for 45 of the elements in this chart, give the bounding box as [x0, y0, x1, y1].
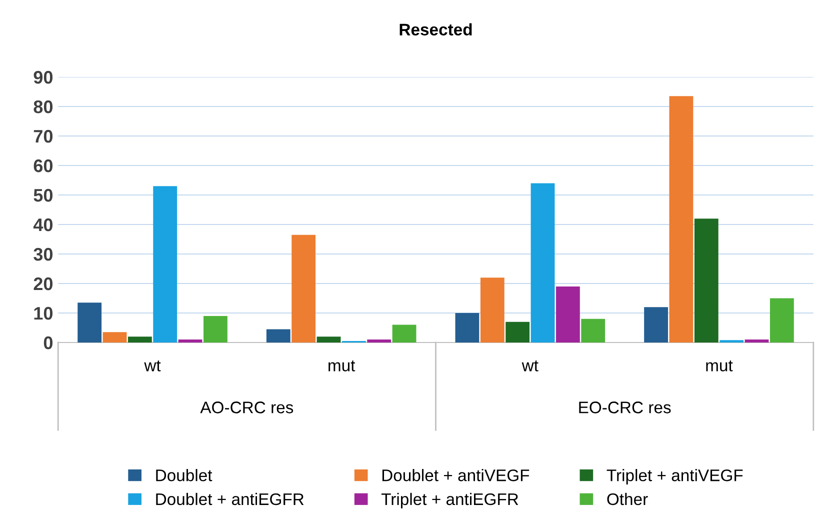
bar: [506, 322, 530, 342]
bar: [392, 324, 416, 342]
legend-label: Triplet + antiEGFR: [381, 492, 518, 508]
y-tick-label: 40: [33, 218, 52, 232]
x-tick-label: mut: [328, 360, 356, 372]
bar: [669, 96, 694, 342]
y-tick-label: 10: [34, 306, 52, 320]
y-tick-label: 20: [34, 277, 52, 290]
y-tick-label: 90: [34, 70, 52, 84]
chart-title: Resected: [400, 23, 472, 36]
y-tick-label: 30: [34, 248, 52, 261]
legend-label: Doublet: [156, 469, 212, 482]
legend-label: Doublet + antiEGFR: [156, 492, 304, 506]
legend-label: Other: [607, 492, 648, 506]
bar: [556, 286, 580, 342]
text: EO-CRC res: [579, 402, 671, 414]
bar: [128, 336, 152, 342]
bar: [153, 186, 178, 342]
bar: [292, 234, 316, 342]
y-tick-label: 60: [34, 159, 52, 172]
bar: [78, 302, 102, 342]
bar: [644, 307, 668, 342]
x-tick-label: mut: [706, 360, 733, 372]
bar: [694, 218, 718, 342]
bar: [455, 312, 480, 342]
bar: [266, 329, 290, 342]
bar: [203, 316, 228, 342]
y-tick-label: 0: [44, 336, 52, 350]
legend-label: Doublet + antiVEGF: [382, 469, 530, 482]
bar: [102, 332, 127, 342]
bar: [744, 340, 769, 342]
bar: [770, 298, 794, 342]
text: AO-CRC res: [200, 402, 294, 414]
legend-label: Triplet + antiVEGF: [606, 469, 743, 485]
y-tick-label: 50: [34, 188, 52, 202]
bar: [178, 340, 202, 342]
bar: [367, 340, 392, 342]
bar: [530, 183, 555, 342]
x-tick-label: wt: [522, 360, 538, 372]
bar: [581, 318, 606, 342]
bar: [480, 278, 504, 342]
x-tick-label: wt: [144, 360, 161, 372]
y-tick-label: 80: [34, 100, 52, 114]
bar: [316, 336, 341, 342]
y-tick-label: 70: [34, 130, 52, 143]
